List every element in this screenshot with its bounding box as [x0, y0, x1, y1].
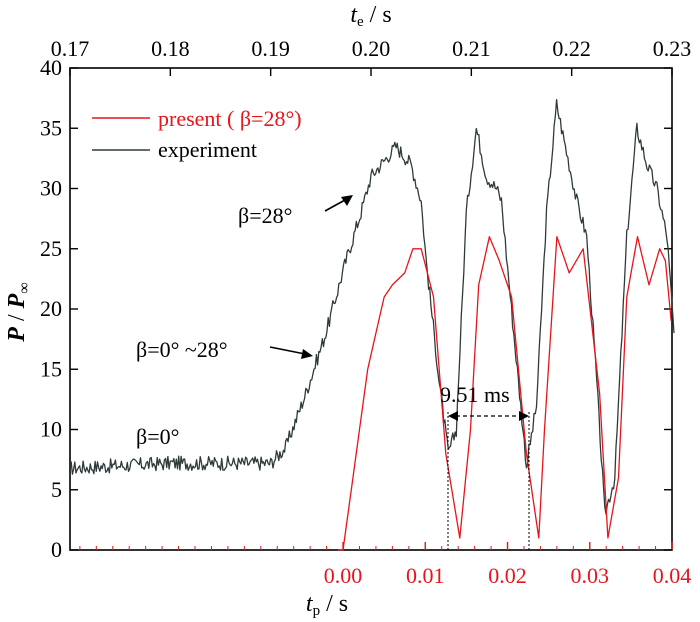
top-axis-tick-label: 0.20 [352, 36, 391, 61]
top-axis-tick-label: 0.17 [51, 36, 90, 61]
period-arrowhead-right [519, 411, 529, 421]
top-axis-tick-label: 0.19 [251, 36, 290, 61]
y-axis-tick-label: 0 [51, 537, 62, 562]
series-line-experiment [69, 98, 675, 515]
top-axis-tick-label: 0.22 [552, 36, 591, 61]
bottom-axis-tick-label: 0.03 [571, 563, 610, 588]
top-axis-tick-label: 0.21 [452, 36, 491, 61]
annotation-beta-range: β=0° ~28° [136, 337, 228, 362]
arrow-beta-range [269, 346, 306, 355]
y-axis-tick-labels: 0 5 10 15 20 25 30 35 40 [40, 55, 62, 562]
arrowhead-beta-range [301, 349, 313, 359]
top-axis-tick-label: 0.18 [151, 36, 190, 61]
y-axis-tick-label: 10 [40, 417, 62, 442]
bottom-axis-tick-label: 0.04 [653, 563, 692, 588]
legend-label-experiment: experiment [158, 137, 257, 162]
y-axis-tick-label: 20 [40, 296, 62, 321]
y-axis-tick-label: 30 [40, 176, 62, 201]
top-axis-title: te / s [350, 2, 391, 30]
bottom-axis-tick-label: 0.02 [488, 563, 527, 588]
series-layer [69, 98, 675, 551]
legend-label-present: present ( β=28°) [158, 106, 302, 131]
annotation-beta28: β=28° [238, 203, 292, 228]
annotation-beta0: β=0° [136, 424, 179, 449]
y-axis-title: P / P∞ [4, 282, 33, 342]
y-axis-tick-label: 40 [40, 55, 62, 80]
top-axis-tick-label: 0.23 [653, 36, 692, 61]
bottom-axis-tick-labels: 0.00 0.01 0.02 0.03 0.04 [324, 563, 691, 588]
arrow-beta28 [324, 199, 346, 212]
bottom-axis-title: tp / s [306, 591, 348, 619]
bottom-axis-tick-label: 0.00 [324, 563, 363, 588]
top-axis-tick-labels: 0.17 0.18 0.19 0.20 0.21 0.22 0.23 [51, 36, 692, 61]
y-axis-tick-label: 25 [40, 236, 62, 261]
series-line-present [338, 236, 672, 551]
y-axis-tick-label: 5 [51, 477, 62, 502]
period-arrowhead-left [448, 411, 458, 421]
bottom-axis-tick-label: 0.01 [406, 563, 445, 588]
arrowhead-beta28 [341, 195, 353, 206]
legend: present ( β=28°) experiment [92, 106, 302, 162]
y-axis-tick-label: 35 [40, 115, 62, 140]
y-axis-tick-label: 15 [40, 356, 62, 381]
annotation-period: 9.51 ms [440, 382, 510, 407]
